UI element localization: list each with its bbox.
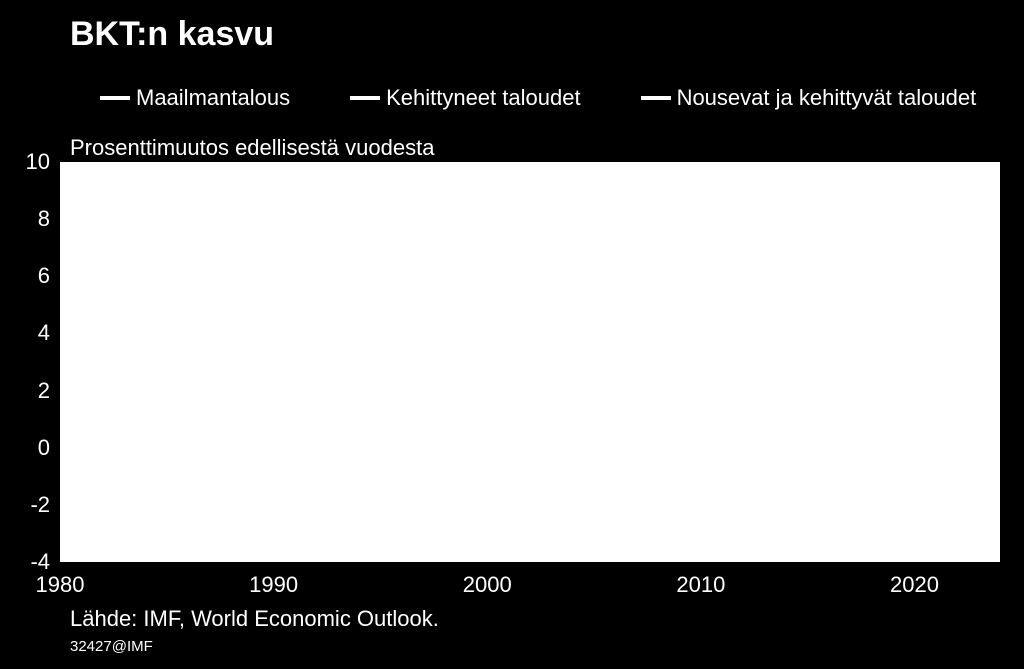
legend-label: Nousevat ja kehittyvät taloudet (677, 85, 977, 111)
x-tick-label: 2020 (875, 572, 955, 598)
legend-item: Kehittyneet taloudet (350, 85, 580, 111)
y-tick-label: 6 (0, 263, 50, 289)
chart-container: BKT:n kasvu Maailmantalous Kehittyneet t… (0, 0, 1024, 669)
chart-title: BKT:n kasvu (70, 15, 274, 54)
x-tick-label: 2000 (447, 572, 527, 598)
legend-label: Kehittyneet taloudet (386, 85, 580, 111)
legend-swatch-icon (100, 96, 130, 100)
y-tick-label: 10 (0, 149, 50, 175)
legend-label: Maailmantalous (136, 85, 290, 111)
legend-swatch-icon (350, 96, 380, 100)
y-tick-label: 2 (0, 378, 50, 404)
chart-legend: Maailmantalous Kehittyneet taloudet Nous… (100, 85, 976, 111)
chart-subtitle: Prosenttimuutos edellisestä vuodesta (70, 135, 434, 161)
legend-item: Nousevat ja kehittyvät taloudet (641, 85, 977, 111)
plot-area (60, 162, 1000, 562)
x-tick-label: 1980 (20, 572, 100, 598)
legend-swatch-icon (641, 96, 671, 100)
y-tick-label: 8 (0, 206, 50, 232)
y-tick-label: 0 (0, 435, 50, 461)
x-tick-label: 2010 (661, 572, 741, 598)
y-tick-label: 4 (0, 320, 50, 346)
source-code: 32427@IMF (70, 638, 153, 655)
y-tick-label: -2 (0, 492, 50, 518)
x-tick-label: 1990 (234, 572, 314, 598)
legend-item: Maailmantalous (100, 85, 290, 111)
source-text: Lähde: IMF, World Economic Outlook. (70, 606, 439, 632)
